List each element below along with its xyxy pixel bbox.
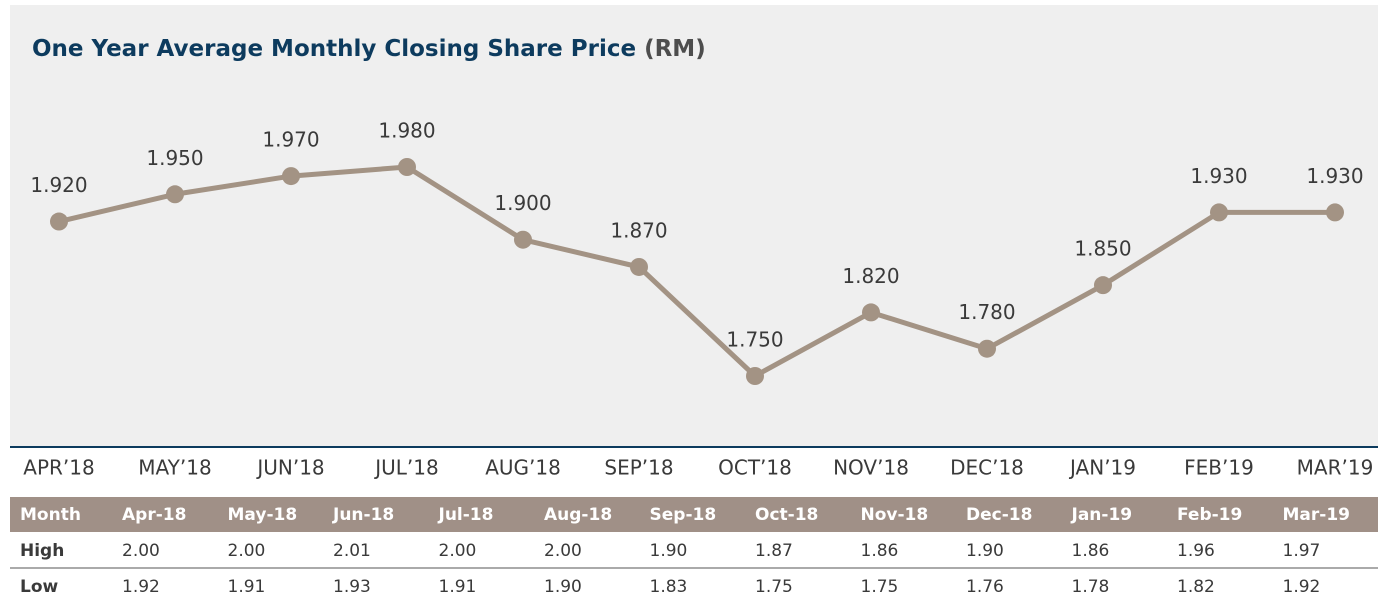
table-cell: 1.92 [122, 577, 160, 597]
table-header: Dec-18 [966, 505, 1032, 525]
marker [746, 367, 764, 385]
x-tick-label: JUL’18 [373, 456, 439, 480]
data-label: 1.820 [842, 264, 899, 288]
x-tick-label: FEB’19 [1184, 456, 1254, 480]
data-label: 1.870 [610, 218, 667, 242]
table-header: Mar-19 [1283, 505, 1351, 525]
table-cell: 1.76 [966, 577, 1004, 597]
marker [630, 257, 648, 276]
table-cell: 1.78 [1072, 577, 1110, 597]
x-tick-label: DEC’18 [950, 456, 1024, 480]
marker [1094, 276, 1112, 295]
marker [862, 303, 880, 322]
table-header: Nov-18 [861, 505, 929, 525]
line [58, 164, 1335, 379]
table-header: Month [20, 505, 81, 525]
x-tick-label: JUN’18 [255, 456, 324, 480]
table-cell: 1.92 [1283, 577, 1321, 597]
x-tick-label: AUG’18 [485, 456, 561, 480]
table-header: Aug-18 [544, 505, 612, 525]
x-tick-label: OCT’18 [718, 456, 792, 480]
x-tick-label: NOV’18 [833, 456, 909, 480]
marker [1210, 203, 1228, 222]
table-cell: 1.75 [861, 577, 899, 597]
table-cell: 1.90 [966, 541, 1004, 561]
data-label: 1.950 [146, 146, 203, 170]
table-header: Jun-18 [332, 505, 394, 525]
table-header: Apr-18 [122, 505, 186, 525]
data-label: 1.900 [494, 191, 551, 215]
marker [514, 230, 532, 249]
data-label: 1.850 [1074, 237, 1131, 261]
marker [282, 167, 300, 186]
table-cell: 1.90 [650, 541, 688, 561]
marker [166, 185, 184, 204]
x-tick-label: APR’18 [23, 456, 94, 480]
table-cell: 1.93 [333, 577, 371, 597]
table-header: Jul-18 [438, 505, 494, 525]
data-label: 1.920 [30, 173, 87, 197]
marker [978, 339, 996, 358]
data-label: 1.780 [958, 300, 1015, 324]
table-header-bg [10, 497, 1378, 532]
x-tick-label: JAN’19 [1068, 456, 1136, 480]
data-label: 1.980 [378, 119, 435, 143]
table-cell: Low [20, 577, 59, 597]
table-cell: 1.96 [1177, 541, 1215, 561]
data-label: 1.930 [1306, 164, 1363, 188]
table-cell: 1.90 [544, 577, 582, 597]
marker [50, 212, 68, 231]
table-cell: 2.00 [544, 541, 582, 561]
table-cell: 1.86 [1072, 541, 1110, 561]
table-cell: 1.83 [650, 577, 688, 597]
table-cell: High [20, 541, 64, 561]
x-tick-label: MAY’18 [138, 456, 211, 480]
data-label: 1.970 [262, 128, 319, 152]
table-cell: 1.75 [755, 577, 793, 597]
table-cell: 1.91 [228, 577, 266, 597]
table-header: Sep-18 [650, 505, 717, 525]
x-tick-label: MAR’19 [1297, 456, 1374, 480]
table-cell: 1.82 [1177, 577, 1215, 597]
table-cell: 2.00 [122, 541, 160, 561]
table-header: Jan-19 [1071, 505, 1133, 525]
table-cell: 1.97 [1283, 541, 1321, 561]
table-cell: 1.87 [755, 541, 793, 561]
table-cell: 1.86 [861, 541, 899, 561]
table-cell: 2.01 [333, 541, 371, 561]
unit: (RM) [644, 36, 706, 62]
data-label: 1.750 [726, 328, 783, 352]
chart-title: One Year Average Monthly Closing Share P… [32, 36, 706, 62]
table-header: Feb-19 [1177, 505, 1242, 525]
data-label: 1.930 [1190, 164, 1247, 188]
marker [1326, 203, 1344, 222]
table-header: May-18 [228, 505, 298, 525]
x-tick-label: SEP’18 [604, 456, 673, 480]
title: One Year Average Monthly Closing Share P… [32, 36, 636, 62]
table-cell: 1.91 [439, 577, 477, 597]
table-cell: 2.00 [228, 541, 266, 561]
table-header: Oct-18 [755, 505, 818, 525]
plot-background [10, 5, 1378, 447]
table-cell: 2.00 [439, 541, 477, 561]
marker [398, 158, 416, 176]
